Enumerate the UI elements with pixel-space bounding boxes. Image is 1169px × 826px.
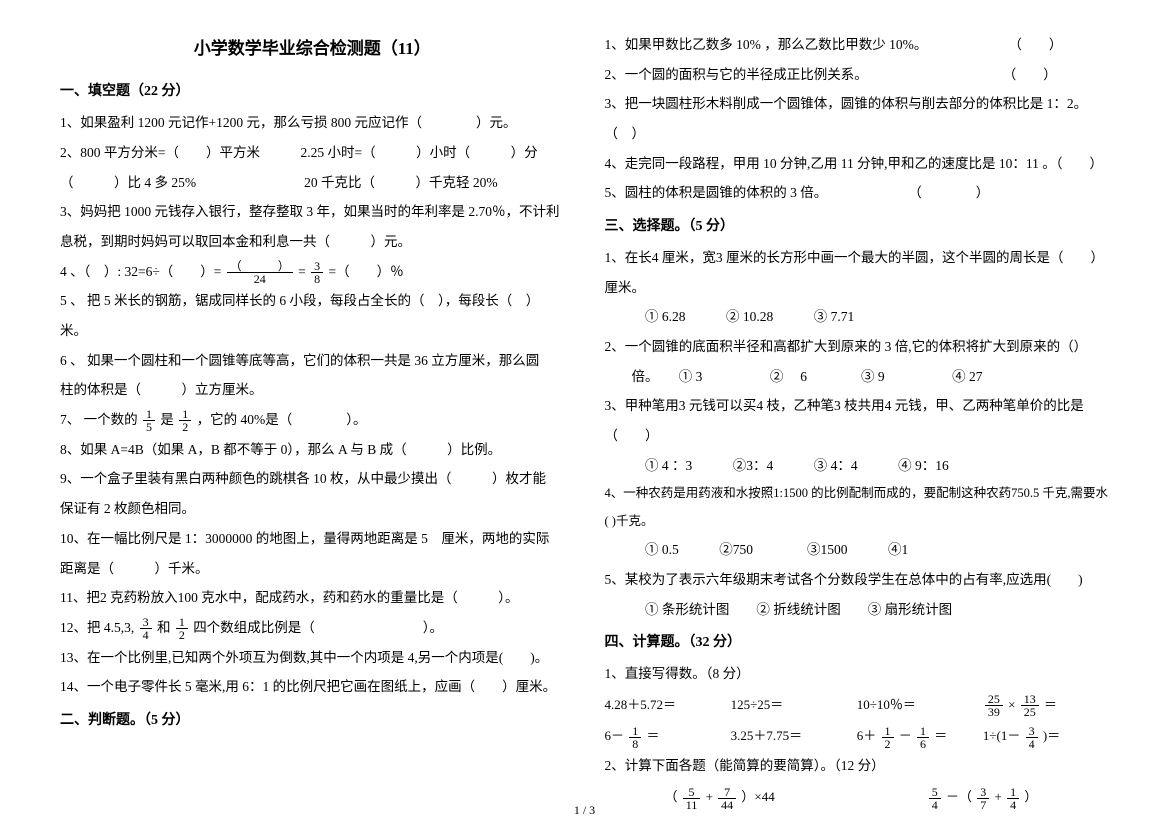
- section-3-heading: 三、选择题。（5 分）: [605, 212, 1110, 243]
- section-1-heading: 一、填空题（22 分）: [60, 77, 565, 108]
- c4b: ① 0.5 ②750 ③1500 ④1: [605, 535, 1110, 565]
- q2b: （ ）比 4 多 25% 20 千克比（ ）千克轻 20%: [60, 168, 565, 198]
- q6a: 6 、 如果一个圆柱和一个圆锥等底等高，它们的体积一共是 36 立方厘米，那么圆: [60, 346, 565, 376]
- frac-1-2c: 12: [882, 725, 894, 750]
- q10a: 10、在一幅比例尺是 1：3000000 的地图上，量得两地距离是 5 厘米，两…: [60, 524, 565, 554]
- q13: 13、在一个比例里,已知两个外项互为倒数,其中一个内项是 4,另一个内项是( )…: [60, 643, 565, 673]
- j4: 4、走完同一段路程，甲用 10 分钟,乙用 11 分钟,甲和乙的速度比是 10：…: [605, 149, 1110, 179]
- c3a: 3、甲种笔用3 元钱可以买4 枝，乙种笔3 枝共用4 元钱，甲、乙两种笔单价的比…: [605, 391, 1110, 450]
- q2a: 2、800 平方分米=（ ）平方米 2.25 小时=（ ）小时（ ）分: [60, 138, 565, 168]
- frac-25-39: 2539: [985, 693, 1003, 718]
- doc-title: 小学数学毕业综合检测题（11）: [60, 30, 565, 67]
- section-2-heading: 二、判断题。（5 分）: [60, 706, 565, 737]
- calc-r1-3: 10÷10％＝: [857, 689, 983, 720]
- q12: 12、把 4.5,3, 34 和 12 四个数组成比例是（ ）。: [60, 613, 565, 643]
- c3b: ① 4 ：3 ②3：4 ③ 4：4 ④ 9：16: [605, 451, 1110, 481]
- frac-3-4b: 34: [1026, 725, 1038, 750]
- frac-3-4: 34: [140, 616, 152, 641]
- q12-pre: 12、把 4.5,3,: [60, 620, 134, 635]
- q7-mid: 是: [160, 412, 174, 427]
- q9a: 9、一个盒子里装有黑白两种颜色的跳棋各 10 枚，从中最少摸出（ ）枚才能: [60, 464, 565, 494]
- q12-post: 四个数组成比例是（ ）。: [193, 620, 443, 635]
- calc2-label: 2、计算下面各题（能简算的要简算）。（12 分）: [605, 751, 1110, 781]
- q12-mid: 和: [157, 620, 171, 635]
- q4: 4 、（ ）: 32=6÷（ ）= （ ）24 = 38 =（ ）％: [60, 257, 565, 287]
- frac-1-2: 12: [179, 408, 191, 433]
- page: 小学数学毕业综合检测题（11） 一、填空题（22 分） 1、如果盈利 1200 …: [0, 0, 1169, 826]
- j5: 5、圆柱的体积是圆锥的体积的 3 倍。 （ ）: [605, 178, 1110, 208]
- q5: 5 、 把 5 米长的钢筋，锯成同样长的 6 小段，每段占全长的（ ），每段长（…: [60, 286, 565, 345]
- calc-r2-1: 6－ 18 ＝: [605, 720, 731, 751]
- c2a: 2、一个圆锥的底面积半径和高都扩大到原来的 3 倍,它的体积将扩大到原来的（）: [605, 332, 1110, 362]
- calc-r2-4: 1÷(1－ 34 )＝: [983, 720, 1109, 751]
- frac-1-2b: 12: [176, 616, 188, 641]
- right-column: 1、如果甲数比乙数多 10% ，那么乙数比甲数少 10%。 （ ） 2、一个圆的…: [585, 30, 1130, 816]
- j2: 2、一个圆的面积与它的半径成正比例关系。 （ ）: [605, 60, 1110, 90]
- left-column: 小学数学毕业综合检测题（11） 一、填空题（22 分） 1、如果盈利 1200 …: [40, 30, 585, 816]
- q9b: 保证有 2 枚颜色相同。: [60, 494, 565, 524]
- c5a: 5、某校为了表示六年级期末考试各个分数段学生在总体中的占有率,应选用( ): [605, 565, 1110, 595]
- c5b: ① 条形统计图 ② 折线统计图 ③ 扇形统计图: [605, 595, 1110, 625]
- q3a: 3、妈妈把 1000 元钱存入银行，整存整取 3 年，如果当时的年利率是 2.7…: [60, 197, 565, 227]
- q1: 1、如果盈利 1200 元记作+1200 元，那么亏损 800 元应记作（ ）元…: [60, 108, 565, 138]
- frac-1-8: 18: [629, 725, 641, 750]
- q3b: 息税，到期时妈妈可以取回本金和利息一共（ ）元。: [60, 227, 565, 257]
- c1a: 1、在长4 厘米，宽3 厘米的长方形中画一个最大的半圆，这个半圆的周长是（ ）厘…: [605, 243, 1110, 302]
- calc-row-2: 6－ 18 ＝ 3.25＋7.75＝ 6＋ 12 － 16 ＝ 1÷(1－ 34…: [605, 720, 1110, 751]
- j3: 3、把一块圆柱形木料削成一个圆锥体，圆锥的体积与削去部分的体积比是 1：2。（ …: [605, 89, 1110, 148]
- q10b: 距离是（ ）千米。: [60, 554, 565, 584]
- calc-r1-4: 2539 × 1325 ＝: [983, 689, 1109, 720]
- calc-r2-2: 3.25＋7.75＝: [731, 720, 857, 751]
- q7-pre: 7、 一个数的: [60, 412, 138, 427]
- q6b: 柱的体积是（ ）立方厘米。: [60, 375, 565, 405]
- calc-r1-2: 125÷25＝: [731, 689, 857, 720]
- frac-1-6: 16: [917, 725, 929, 750]
- q4-post: =（ ）％: [329, 264, 404, 279]
- q8: 8、如果 A=4B（如果 A，B 都不等于 0），那么 A 与 B 成（ ）比例…: [60, 435, 565, 465]
- calc-r1-1: 4.28＋5.72＝: [605, 689, 731, 720]
- c2b: 倍。 ① 3 ② 6 ③ 9 ④ 27: [605, 362, 1110, 392]
- section-4-heading: 四、计算题。（32 分）: [605, 628, 1110, 659]
- c1b: ① 6.28 ② 10.28 ③ 7.71: [605, 302, 1110, 332]
- q14: 14、一个电子零件长 5 毫米,用 6：1 的比例尺把它画在图纸上，应画（ ）厘…: [60, 672, 565, 702]
- c4a: 4、一种农药是用药液和水按照1:1500 的比例配制而成的，要配制这种农药750…: [605, 480, 1110, 535]
- calc-r2-3: 6＋ 12 － 16 ＝: [857, 720, 983, 751]
- calc1-label: 1、直接写得数。（8 分）: [605, 659, 1110, 689]
- q7-post: ，它的 40%是（ ）。: [197, 412, 367, 427]
- page-number: 1 / 3: [0, 803, 1169, 818]
- frac-3-8: 38: [311, 260, 323, 285]
- frac-1-5: 15: [143, 408, 155, 433]
- frac-blank-24: （ ）24: [227, 260, 293, 285]
- j1: 1、如果甲数比乙数多 10% ，那么乙数比甲数少 10%。 （ ）: [605, 30, 1110, 60]
- q4-pre: 4 、（ ）: 32=6÷（ ）=: [60, 264, 221, 279]
- frac-13-25: 1325: [1021, 693, 1039, 718]
- q11: 11、把2 克药粉放入100 克水中，配成药水，药和药水的重量比是（ ）。: [60, 583, 565, 613]
- q4-mid: =: [298, 264, 306, 279]
- q7: 7、 一个数的 15 是 12 ，它的 40%是（ ）。: [60, 405, 565, 435]
- calc-row-1: 4.28＋5.72＝ 125÷25＝ 10÷10％＝ 2539 × 1325 ＝: [605, 689, 1110, 720]
